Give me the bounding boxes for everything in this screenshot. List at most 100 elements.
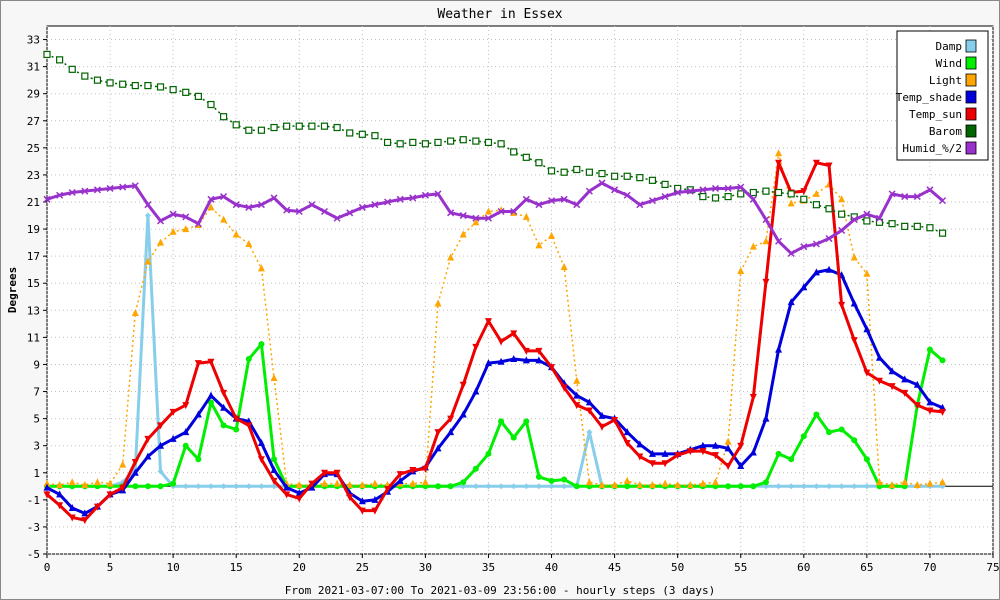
x-tick-label: 45 — [608, 561, 621, 574]
humid-2-point — [674, 188, 682, 197]
damp-point — [561, 483, 568, 490]
humid-2-point — [384, 198, 392, 206]
humid-2-point — [232, 201, 240, 209]
damp-point — [207, 483, 214, 490]
legend-label: Wind — [936, 57, 963, 70]
light-point — [484, 207, 492, 215]
y-tick-label: 23 — [27, 169, 40, 182]
temp-shade-point — [812, 268, 820, 276]
light-point — [611, 480, 619, 488]
temp-sun-point — [220, 389, 228, 397]
light-point — [762, 237, 770, 245]
light-point — [220, 215, 228, 223]
barom-point — [510, 148, 518, 156]
temp-sun-point — [838, 301, 846, 309]
legend-swatch — [965, 124, 977, 138]
temp-shade-point — [775, 345, 783, 353]
temp-sun-point — [699, 448, 707, 456]
humid-2-point — [346, 209, 354, 217]
light-point — [207, 203, 215, 211]
y-tick-label: 31 — [27, 61, 40, 74]
humid-2-point — [560, 195, 568, 203]
barom-point — [207, 100, 215, 109]
humid-2-point — [43, 195, 51, 203]
humid-2-point — [371, 201, 379, 209]
humid-2-point — [68, 188, 76, 197]
x-tick-label: 50 — [671, 561, 684, 574]
barom-point — [144, 81, 152, 90]
light-point — [560, 262, 568, 270]
barom-point — [636, 174, 644, 182]
temp-sun-point — [800, 188, 808, 196]
damp-point — [144, 212, 151, 219]
light-point — [749, 242, 757, 250]
humid-2-point — [535, 201, 543, 209]
temp-shade-point — [56, 490, 64, 498]
humid-2-point — [661, 193, 669, 201]
barom-point — [585, 168, 593, 176]
humid-2-point — [888, 190, 896, 198]
temp-sun-point — [308, 480, 316, 488]
humid-2-point — [901, 193, 909, 201]
temp-shade-point — [724, 444, 732, 452]
temp-sun-point — [295, 495, 303, 503]
humid-2-point — [775, 237, 783, 245]
light-point — [648, 480, 656, 488]
temp-sun-point — [510, 330, 518, 338]
barom-point — [724, 192, 732, 201]
temp-sun-point — [68, 514, 76, 522]
y-tick-label: 27 — [27, 115, 40, 128]
x-tick-label: 55 — [734, 561, 747, 574]
light-point — [459, 230, 467, 238]
humid-2-point — [182, 213, 190, 221]
damp-point — [233, 483, 240, 490]
temp-sun-point — [535, 347, 543, 355]
plot-area — [46, 25, 994, 555]
humid-2-point — [611, 186, 619, 194]
barom-point — [800, 195, 808, 203]
temp-shade-point — [207, 391, 215, 399]
barom-point — [762, 187, 770, 195]
light-point — [131, 309, 139, 317]
humid-2-point — [737, 183, 745, 191]
temp-shade-point — [863, 325, 871, 333]
barom-point — [346, 129, 354, 137]
series-barom — [43, 50, 947, 237]
barom-point — [863, 217, 871, 225]
temp-shade-point — [43, 483, 51, 491]
humid-2-point — [800, 243, 808, 251]
temp-shade-point — [913, 380, 921, 388]
temp-shade-point — [737, 462, 745, 469]
damp-point — [548, 483, 555, 490]
light-point — [119, 460, 127, 468]
temp-sun-point — [749, 393, 757, 401]
temp-sun-point — [409, 467, 417, 475]
light-point — [598, 480, 606, 488]
humid-2-point — [220, 193, 228, 201]
barom-point — [156, 83, 165, 91]
y-tick-label: 29 — [27, 88, 40, 101]
barom-point — [270, 123, 278, 132]
temp-sun-point — [939, 408, 947, 416]
humid-2-point — [409, 194, 417, 202]
humid-2-point — [522, 195, 530, 203]
wind-point — [170, 480, 177, 487]
light-point — [913, 480, 921, 488]
humid-2-point — [119, 183, 127, 191]
barom-point — [106, 79, 114, 87]
temp-shade-point — [749, 448, 757, 456]
damp-point — [157, 468, 164, 475]
light-point — [81, 480, 89, 488]
humid-2-point — [472, 214, 480, 222]
legend-label: Temp_shade — [896, 91, 962, 104]
temp-shade-point — [623, 428, 631, 436]
temp-sun-point — [194, 360, 202, 368]
barom-point — [888, 220, 896, 228]
y-tick-label: 17 — [27, 250, 40, 263]
barom-point — [737, 190, 745, 198]
temp-shade-point — [926, 398, 934, 406]
legend-label: Light — [929, 74, 962, 87]
damp-point — [472, 483, 479, 490]
barom-point — [119, 80, 127, 88]
